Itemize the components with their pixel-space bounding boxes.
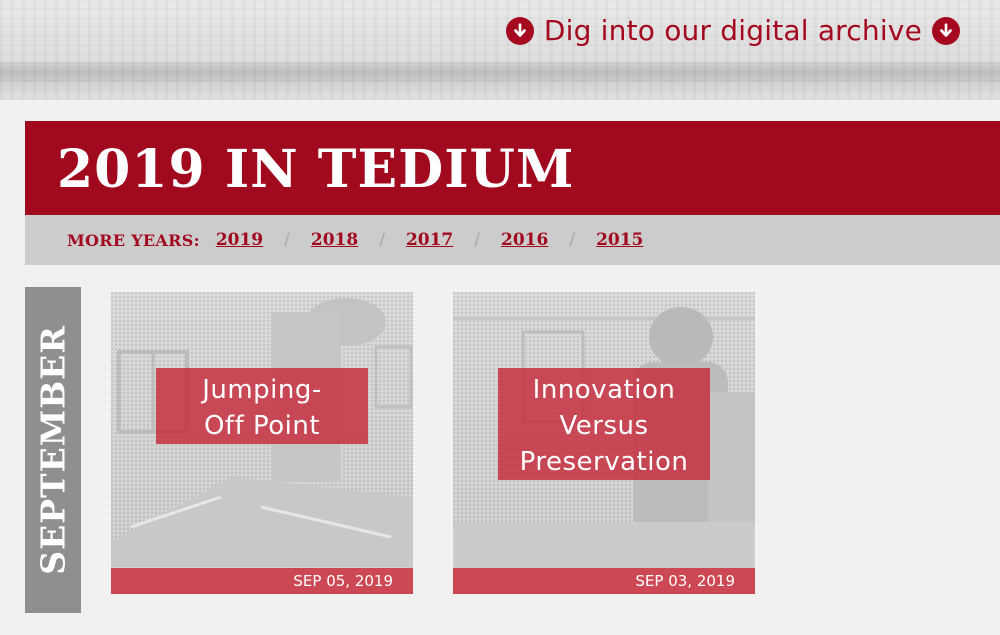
more-years-label: MORE YEARS: <box>67 230 200 250</box>
arrow-down-circle-icon <box>932 16 960 45</box>
article-title-line: Jumping- <box>202 375 322 405</box>
year-header: 2019 IN TEDIUM <box>25 121 1000 215</box>
year-separator: / <box>474 230 480 250</box>
article-title-line: Versus <box>559 411 649 441</box>
month-label-tab: SEPTEMBER <box>25 287 81 613</box>
article-card[interactable]: Innovation Versus Preservation SEP 03, 2… <box>453 292 755 594</box>
article-title-line: Innovation <box>532 375 676 405</box>
archive-link[interactable]: Dig into our digital archive <box>505 14 960 47</box>
year-separator: / <box>379 230 385 250</box>
article-title-line: Preservation <box>519 447 689 477</box>
article-card[interactable]: Jumping- Off Point SEP 05, 2019 <box>111 292 413 594</box>
article-date: SEP 03, 2019 <box>453 568 755 594</box>
archive-link-label: Dig into our digital archive <box>543 14 922 47</box>
year-link-2017[interactable]: 2017 <box>405 230 454 250</box>
article-title: Innovation Versus Preservation <box>498 368 710 480</box>
month-label: SEPTEMBER <box>33 325 73 575</box>
page-title: 2019 IN TEDIUM <box>57 139 575 200</box>
article-title-line: Off Point <box>203 411 321 441</box>
article-title: Jumping- Off Point <box>156 368 368 444</box>
year-link-2015[interactable]: 2015 <box>596 230 644 250</box>
year-link-2016[interactable]: 2016 <box>501 230 549 250</box>
article-date: SEP 05, 2019 <box>111 568 413 594</box>
top-banner: Dig into our digital archive <box>0 0 1000 100</box>
year-link-2019[interactable]: 2019 <box>215 230 264 250</box>
more-years-nav: MORE YEARS: 2019 / 2018 / 2017 / 2016 / … <box>25 215 1000 265</box>
year-separator: / <box>569 230 576 250</box>
year-separator: / <box>284 230 290 250</box>
arrow-down-circle-icon <box>505 16 534 45</box>
year-link-2018[interactable]: 2018 <box>310 230 359 250</box>
